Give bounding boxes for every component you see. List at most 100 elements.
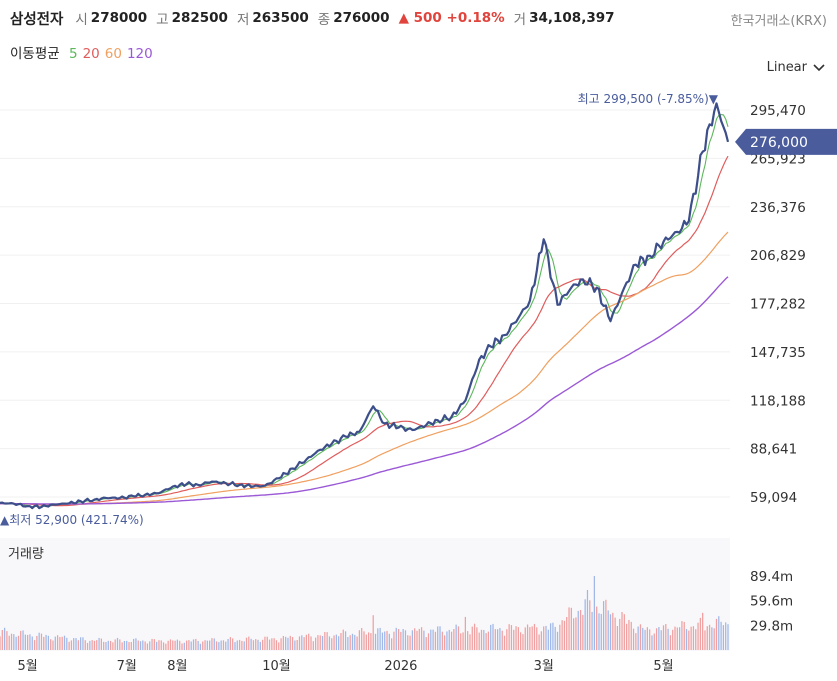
volume-bar: [121, 642, 123, 650]
volume-bar: [275, 640, 278, 650]
volume-bar: [632, 628, 635, 650]
volume-bar: [591, 611, 593, 650]
exchange-label: 한국거래소(KRX): [730, 14, 827, 29]
volume-bar: [586, 590, 589, 650]
volume-bar: [577, 610, 579, 650]
volume-bar: [199, 643, 202, 650]
volume-bar: [31, 636, 33, 650]
volume-bar: [708, 624, 711, 650]
volume-bar: [176, 639, 179, 650]
volume-bar: [225, 641, 227, 650]
volume-bar: [59, 637, 61, 650]
volume-bar: [321, 636, 324, 650]
volume-bar: [236, 640, 238, 650]
volume-bar: [517, 627, 519, 650]
volume-bar: [112, 642, 114, 650]
volume-bar: [496, 629, 499, 650]
volume-bar: [635, 633, 637, 650]
volume-bar: [418, 628, 420, 650]
volume-bar: [485, 633, 487, 650]
close-value: 276000: [333, 10, 390, 26]
price-axis-label: 236,376: [750, 200, 806, 216]
scale-label: Linear: [766, 60, 807, 75]
volume-bar: [56, 635, 59, 650]
volume-bar: [172, 640, 174, 650]
volume-bar: [215, 641, 218, 650]
volume-bar: [174, 640, 176, 650]
volume-bar: [119, 639, 121, 650]
volume-bar: [646, 627, 648, 650]
volume-bar: [27, 634, 29, 650]
volume-bar: [370, 633, 372, 650]
volume-bar: [386, 630, 388, 650]
volume-bar: [33, 640, 36, 650]
volume-bar: [6, 631, 8, 650]
volume-bar: [126, 640, 128, 650]
volume-bar: [308, 633, 310, 650]
price-axis-label: 177,282: [750, 297, 806, 313]
volume-bar: [395, 627, 397, 650]
volume-bar: [720, 621, 722, 650]
volume-bar: [621, 612, 623, 650]
volume-bar: [444, 635, 446, 650]
volume-bar: [407, 635, 409, 650]
volume-bar: [420, 627, 423, 650]
volume-bar: [653, 633, 655, 650]
volume-bar: [317, 635, 319, 650]
volume-bar: [326, 632, 328, 650]
volume-bar: [197, 641, 199, 650]
scale-selector[interactable]: Linear: [767, 60, 825, 75]
volume-bar: [116, 637, 119, 650]
volume-bar: [8, 635, 10, 650]
volume-bar: [644, 629, 646, 650]
volume-bar: [257, 639, 259, 650]
time-axis-label: 10월: [262, 659, 291, 674]
volume-bar: [128, 642, 130, 650]
volume-panel-bg: [0, 538, 730, 651]
volume-bar: [467, 631, 469, 650]
volume-bar: [291, 637, 294, 650]
volume-bar: [38, 632, 40, 650]
volume-bar: [556, 631, 559, 650]
volume-bar: [381, 632, 384, 650]
volume-bar: [262, 639, 264, 650]
volume-bar: [105, 642, 107, 650]
time-axis-label: 5월: [18, 659, 38, 674]
volume-bar: [432, 629, 434, 650]
volume-bar: [688, 630, 690, 650]
open-label: 시: [75, 12, 88, 28]
volume-bar: [469, 634, 471, 650]
volume-bar: [614, 617, 616, 650]
volume-bar: [204, 640, 206, 650]
volume-bar: [391, 638, 393, 650]
volume-bar: [301, 635, 303, 650]
volume-axis-label: 59.6m: [750, 594, 793, 610]
volume-bar: [476, 627, 478, 650]
volume-bar: [589, 600, 591, 650]
volume-bar: [471, 626, 473, 650]
volume-bar: [642, 627, 644, 650]
ma-5-label: 5: [68, 46, 78, 62]
volume-bar: [333, 635, 335, 650]
volume-bar: [639, 624, 642, 650]
volume-bar: [29, 634, 31, 650]
volume-bar: [427, 633, 430, 650]
volume-bar: [425, 637, 427, 650]
volume-bar: [75, 638, 77, 650]
volume-bar: [480, 629, 483, 650]
volume-bar: [448, 629, 450, 650]
moving-average-legend: 이동평균 5 20 60 120: [10, 42, 158, 62]
volume-bar: [598, 613, 600, 650]
volume-bar: [536, 627, 538, 650]
volume-bar: [499, 628, 501, 650]
volume-bar: [202, 641, 204, 650]
volume-bar: [17, 635, 20, 650]
volume-bar: [374, 633, 377, 650]
volume-bar: [80, 637, 82, 650]
volume-bar: [695, 629, 697, 650]
volume-bar: [20, 630, 22, 650]
volume-bar: [563, 620, 566, 650]
price-line: [0, 102, 730, 510]
volume-bar: [457, 626, 460, 650]
